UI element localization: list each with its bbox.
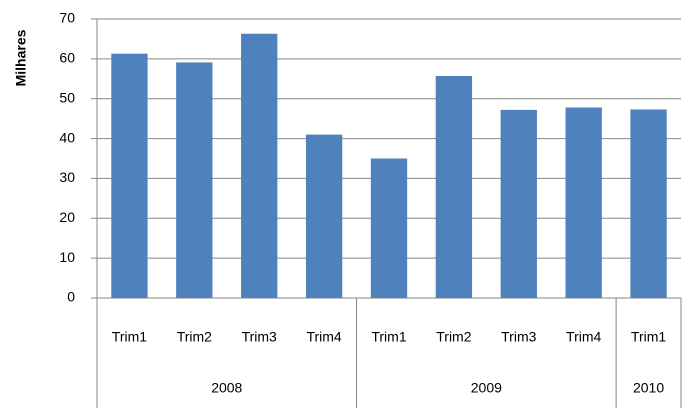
bar (111, 53, 148, 298)
y-tick-label: 60 (59, 50, 75, 66)
x-tick-label: Trim1 (112, 329, 147, 345)
bar (305, 134, 343, 298)
x-tick-label: Trim3 (242, 329, 277, 345)
y-axis-label: Milhares (13, 29, 29, 86)
x-tick-label: Trim4 (566, 329, 601, 345)
y-tick-label: 10 (59, 249, 75, 265)
x-tick-label: Trim2 (436, 329, 471, 345)
y-tick-label: 30 (59, 169, 75, 185)
bar (565, 107, 602, 299)
x-tick-label: Trim3 (501, 329, 536, 345)
x-tick-label: Trim1 (371, 329, 406, 345)
y-tick-label: 20 (59, 209, 75, 225)
group-label: 2010 (633, 380, 664, 396)
y-tick-label: 40 (59, 129, 75, 145)
group-label: 2008 (211, 380, 242, 396)
bar (241, 33, 278, 299)
y-tick-label: 50 (59, 89, 75, 105)
x-tick-label: Trim2 (177, 329, 212, 345)
bar (370, 158, 408, 298)
x-tick-label: Trim1 (631, 329, 666, 345)
x-tick-label: Trim4 (306, 329, 341, 345)
bar (630, 109, 667, 299)
bar (435, 75, 473, 298)
bar (176, 62, 213, 298)
y-tick-label: 70 (59, 10, 75, 26)
group-label: 2009 (471, 380, 502, 396)
bar (500, 109, 537, 298)
y-tick-label: 0 (67, 289, 75, 305)
